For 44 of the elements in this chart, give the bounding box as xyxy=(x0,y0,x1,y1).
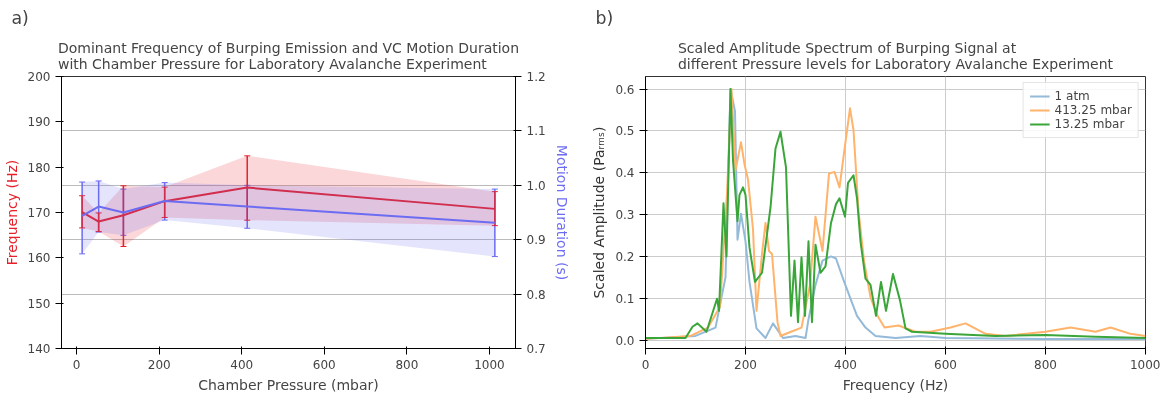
text: b) xyxy=(595,7,614,28)
chart-title: Scaled Amplitude Spectrum of Burping Signal at different Pressure levels for Laboratory Avalanche Experiment xyxy=(677,39,1114,72)
x-tick-label: 400 xyxy=(230,357,254,372)
y-tick-label: 0.3 xyxy=(615,208,635,223)
y-tick-label: 150 xyxy=(27,296,51,311)
x-tick-label: 600 xyxy=(312,357,336,372)
y-axis-title: Scaled Amplitude (Paᵣₘₛ) xyxy=(591,126,608,299)
y-tick-label: 200 xyxy=(27,70,51,84)
legend-label: 413.25 mbar xyxy=(1054,103,1132,117)
x-tick-label: 800 xyxy=(1034,357,1057,372)
x-axis-title: Frequency (Hz) xyxy=(842,376,949,393)
x-axis-title: Chamber Pressure (mbar) xyxy=(198,376,379,393)
legend-label: 1 atm xyxy=(1054,89,1090,103)
y2-tick-label: 0.8 xyxy=(526,287,546,302)
x-tick-label: 0 xyxy=(641,357,650,372)
y-tick-label: 180 xyxy=(27,160,51,175)
legend-label: 13.25 mbar xyxy=(1054,117,1125,131)
chart-title: Dominant Frequency of Burping Emission and VC Motion Duration with Chamber Pressure for Laboratory Avalanche Experiment xyxy=(57,39,520,72)
x-tick-label: 400 xyxy=(834,357,857,372)
y2-tick-label: 1.0 xyxy=(526,178,546,193)
x-tick-label: 0 xyxy=(72,357,81,372)
x-tick-label: 1000 xyxy=(1129,357,1161,372)
y-tick-label: 0.1 xyxy=(615,291,635,306)
y2-tick-label: 1.1 xyxy=(526,124,546,139)
y-tick-label: 140 xyxy=(27,342,51,356)
y2-tick-label: 0.7 xyxy=(526,342,546,356)
y2-axis-title: Motion Duration (s) xyxy=(553,144,570,281)
x-tick-label: 200 xyxy=(147,357,171,372)
y-tick-label: 0.6 xyxy=(615,82,635,97)
y-tick-label: 0.5 xyxy=(615,124,635,139)
x-tick-label: 1000 xyxy=(474,357,505,372)
y-tick-label: 160 xyxy=(27,251,51,266)
y-tick-label: 0.0 xyxy=(615,333,635,348)
y-axis-title: Frequency (Hz) xyxy=(3,159,20,266)
y2-tick-label: 0.9 xyxy=(526,233,546,248)
x-tick-label: 600 xyxy=(934,357,957,372)
x-tick-label: 800 xyxy=(395,357,419,372)
y2-tick-label: 1.2 xyxy=(526,70,546,84)
y-tick-label: 0.2 xyxy=(615,249,635,264)
y-tick-label: 0.4 xyxy=(615,166,635,181)
text: a) xyxy=(11,7,29,28)
y-tick-label: 170 xyxy=(27,206,51,220)
y-tick-label: 190 xyxy=(27,115,51,130)
x-tick-label: 200 xyxy=(734,357,757,372)
